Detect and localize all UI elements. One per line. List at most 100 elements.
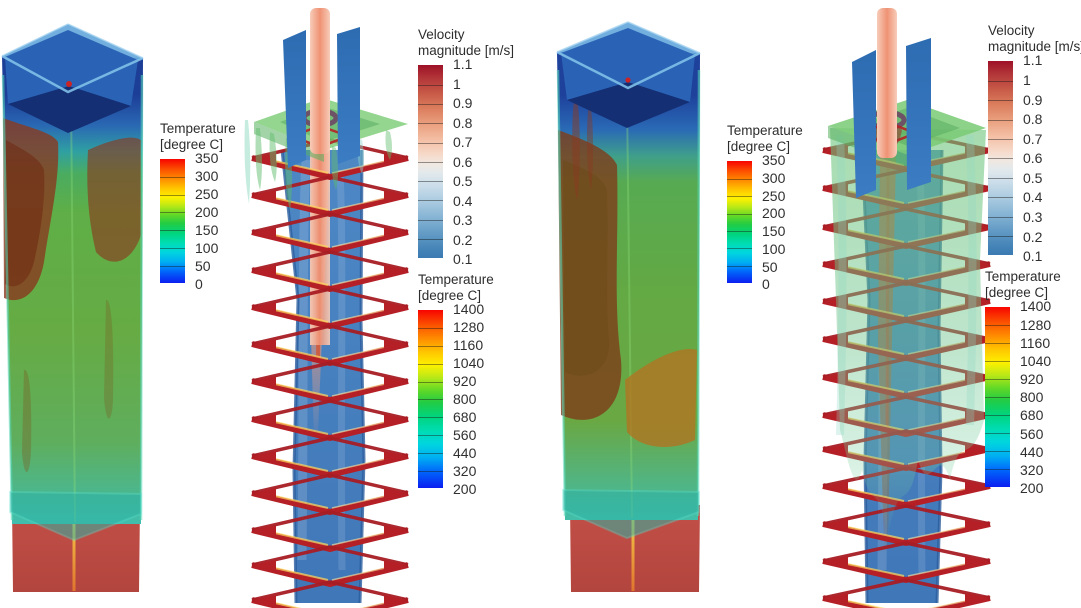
colorbar-tick-line	[727, 213, 752, 215]
colorbar-tick-labels: 1400 1280 1160 1040 920 800 680 560 440 320 200	[1010, 299, 1051, 495]
colorbar-rainbow	[418, 310, 443, 489]
colorbar-tick-line	[988, 235, 1013, 237]
legend-velocity-mid: Velocity magnitude [m/s] 1.1 1 0.9 0.8 0.7 0.…	[418, 27, 514, 266]
colorbar-tick-line	[988, 100, 1013, 102]
duct-body-surface	[556, 52, 701, 520]
tick-label: 0.5	[453, 173, 473, 190]
colorbar-coolwarm	[418, 65, 443, 259]
hot-spot-dot	[66, 81, 72, 87]
tick-label: 0	[195, 276, 203, 293]
panel-slice-rings-left	[244, 8, 420, 608]
colorbar-tick-line	[418, 399, 443, 401]
colorbar-tick-labels: 1.1 1 0.9 0.8 0.7 0.6 0.5 0.4 0.3 0.2 0.1	[1013, 53, 1042, 263]
legend-title: Temperature [degree C]	[418, 272, 494, 303]
colorbar-tick-line	[418, 84, 443, 86]
colorbar-tick-labels: 1400 1280 1160 1040 920 800 680 560 440 320 200	[443, 302, 484, 496]
legend-title-line1: Velocity	[418, 27, 465, 42]
tick-label: 150	[195, 222, 219, 239]
colorbar-tick-line	[418, 219, 443, 221]
duct-body-surface	[1, 56, 144, 524]
legend-title-line2: magnitude [m/s]	[988, 38, 1081, 54]
colorbar-tick-line	[418, 345, 443, 347]
tick-label: 920	[453, 373, 477, 390]
colorbar-tick-line	[418, 123, 443, 125]
colorbar-tick-line	[418, 434, 443, 436]
colorbar-tick-line	[988, 119, 1013, 121]
legend-title: Temperature [degree C]	[727, 123, 803, 154]
panel-duct-surface-right	[556, 21, 701, 592]
vertical-slice-fins	[852, 38, 931, 198]
colorbar-tick-line	[985, 397, 1010, 399]
colorbar-tick-labels: 350 300 250 200 150 100 50 0	[752, 153, 785, 291]
colorbar-rainbow	[985, 307, 1010, 488]
colorbar-tick-line	[985, 361, 1010, 363]
tick-label: 1400	[1020, 298, 1052, 315]
legend-velocity-right: Velocity magnitude [m/s] 1.1 1 0.9 0.8 0.7 0.…	[988, 23, 1081, 263]
panel-duct-surface-left	[1, 23, 144, 592]
colorbar-coolwarm	[988, 61, 1013, 256]
tick-label: 100	[195, 240, 219, 257]
tick-label: 800	[453, 391, 477, 408]
tick-label: 250	[195, 186, 219, 203]
colorbar-tick-line	[988, 177, 1013, 179]
legend-title: Temperature [degree C]	[160, 121, 236, 152]
tick-label: 440	[453, 445, 477, 462]
burner-tube	[877, 8, 897, 158]
tick-label: 0.6	[453, 153, 473, 170]
tick-label: 1.1	[1023, 52, 1043, 69]
tick-label: 320	[1020, 462, 1044, 478]
colorbar-tick-line	[985, 451, 1010, 453]
legend-title-line1: Velocity	[988, 23, 1035, 38]
legend-title-line2: [degree C]	[727, 138, 791, 154]
colorbar-tick-line	[418, 363, 443, 365]
legend-title-line1: Temperature	[727, 123, 803, 138]
tick-label: 560	[1020, 425, 1044, 442]
colorbar-tick-line	[988, 216, 1013, 218]
colorbar-tick-line	[985, 433, 1010, 435]
tick-label: 0.4	[1023, 189, 1043, 206]
legend-title-line1: Temperature	[160, 121, 236, 136]
tick-label: 0.5	[1023, 169, 1043, 186]
tick-label: 1280	[1020, 316, 1052, 333]
tick-label: 0.2	[453, 231, 473, 248]
tick-label: 1040	[1020, 352, 1052, 369]
colorbar-tick-line	[727, 178, 752, 180]
colorbar-tick-line	[418, 239, 443, 240]
colorbar-tick-line	[988, 138, 1013, 140]
colorbar-tick-line	[985, 379, 1010, 381]
legend-title-line1: Temperature	[418, 272, 494, 287]
tick-label: 1400	[453, 301, 485, 318]
tick-label: 680	[453, 409, 477, 426]
tick-label: 560	[453, 427, 477, 444]
colorbar-tick-line	[727, 248, 752, 250]
duct-open-top	[1, 23, 144, 133]
colorbar-tick-line	[727, 265, 752, 267]
legend-title-line2: [degree C]	[985, 284, 1049, 300]
colorbar-tick-line	[160, 230, 185, 232]
colorbar-tick-line	[727, 231, 752, 233]
legend-title-line1: Temperature	[985, 269, 1061, 284]
tick-label: 0.1	[453, 251, 473, 268]
colorbar-tick-labels: 1.1 1 0.9 0.8 0.7 0.6 0.5 0.4 0.3 0.2 0.1	[443, 57, 472, 266]
vertical-slice-fins	[283, 27, 360, 168]
colorbar-tick-line	[988, 197, 1013, 199]
tick-label: 0.1	[1023, 248, 1043, 265]
tick-label: 0.6	[1023, 150, 1043, 167]
colorbar-tick-line	[160, 194, 185, 196]
colorbar-tick-line	[418, 161, 443, 163]
tick-label: 350	[762, 152, 786, 169]
tick-label: 320	[453, 463, 477, 480]
colorbar-tick-line	[727, 196, 752, 198]
colorbar-rainbow	[727, 161, 752, 284]
legend-title: Velocity magnitude [m/s]	[988, 23, 1081, 54]
tick-label: 0.3	[1023, 209, 1043, 226]
tick-label: 0.7	[1023, 130, 1043, 147]
tick-label: 200	[762, 205, 786, 222]
burner-tube	[310, 8, 330, 154]
colorbar-tick-line	[418, 452, 443, 454]
tick-label: 200	[1020, 480, 1044, 497]
colorbar-tick-line	[418, 381, 443, 383]
tick-label: 0.9	[1023, 91, 1043, 108]
colorbar-tick-line	[988, 158, 1013, 160]
